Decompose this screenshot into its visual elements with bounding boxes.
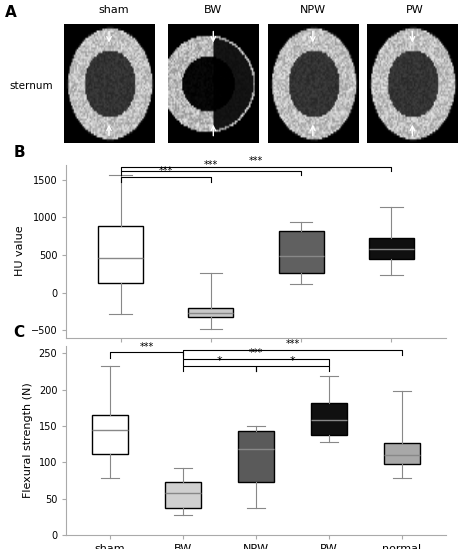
- Text: sham: sham: [99, 5, 129, 15]
- Text: NPW: NPW: [300, 5, 326, 15]
- PathPatch shape: [279, 231, 324, 273]
- PathPatch shape: [310, 404, 347, 435]
- Text: ***: ***: [204, 160, 218, 170]
- PathPatch shape: [238, 431, 274, 482]
- Text: B: B: [13, 144, 25, 160]
- PathPatch shape: [383, 444, 420, 464]
- Text: *: *: [217, 356, 222, 366]
- PathPatch shape: [98, 226, 143, 283]
- Y-axis label: HU value: HU value: [15, 226, 25, 277]
- PathPatch shape: [165, 482, 201, 508]
- Text: BW: BW: [204, 5, 222, 15]
- Text: sternum: sternum: [9, 81, 53, 91]
- Text: *: *: [290, 356, 295, 366]
- Text: ***: ***: [139, 341, 154, 352]
- Text: ***: ***: [285, 339, 300, 349]
- Text: ***: ***: [249, 348, 263, 358]
- Text: A: A: [5, 5, 17, 20]
- Y-axis label: Flexural strength (N): Flexural strength (N): [23, 383, 33, 498]
- PathPatch shape: [188, 309, 233, 317]
- Text: C: C: [13, 325, 24, 340]
- PathPatch shape: [92, 415, 128, 453]
- PathPatch shape: [369, 238, 414, 260]
- Text: PW: PW: [406, 5, 424, 15]
- Text: ***: ***: [158, 166, 173, 176]
- Text: ***: ***: [249, 156, 263, 166]
